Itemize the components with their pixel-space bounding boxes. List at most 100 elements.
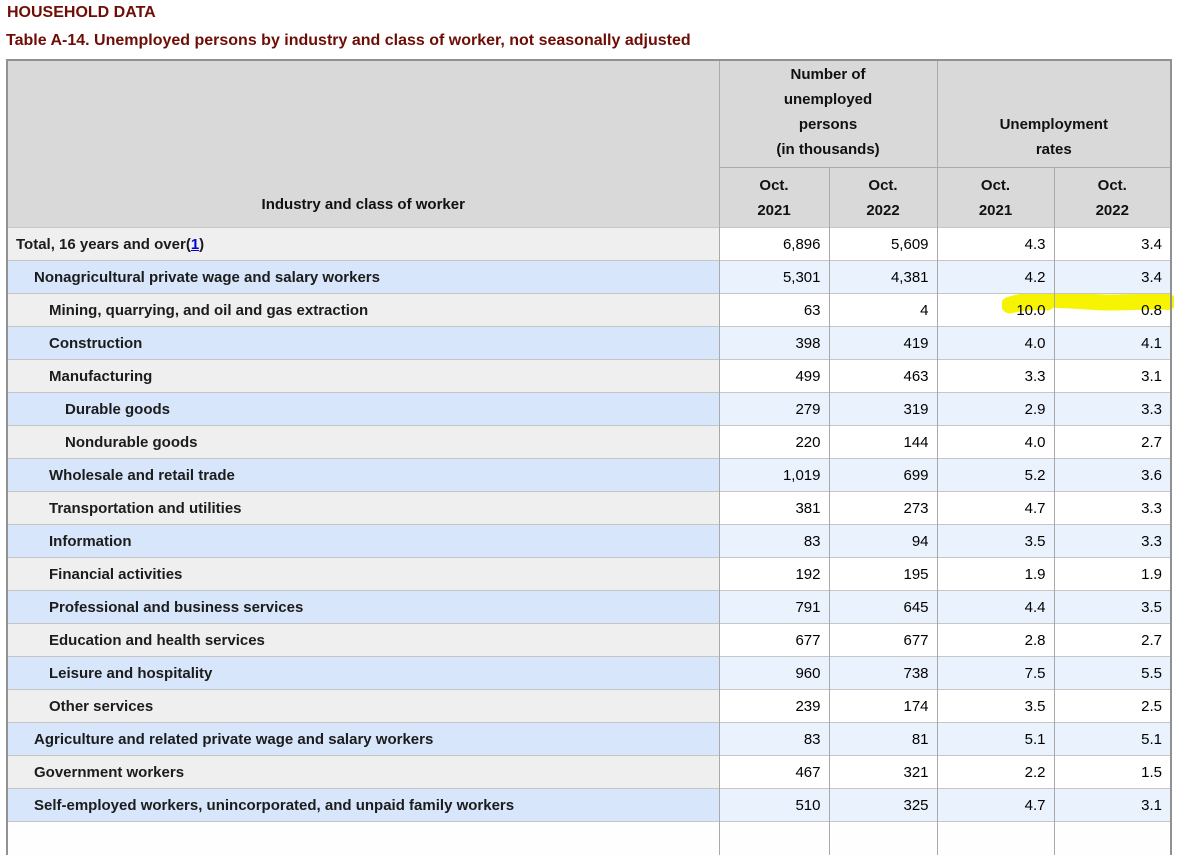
empty-cell bbox=[936, 821, 1055, 855]
row-label: Nondurable goods bbox=[6, 425, 719, 459]
table-row: Self-employed workers, unincorporated, a… bbox=[6, 788, 1172, 822]
value-cell: 738 bbox=[828, 656, 938, 690]
value-cell: 1.5 bbox=[1053, 755, 1172, 789]
value-cell: 192 bbox=[718, 557, 829, 591]
row-label: Other services bbox=[6, 689, 719, 723]
value-cell: 2.7 bbox=[1053, 425, 1172, 459]
value-cell: 2.5 bbox=[1053, 689, 1172, 723]
table-row: Nondurable goods 220 144 4.0 2.7 bbox=[6, 425, 1172, 459]
value-cell: 3.5 bbox=[1053, 590, 1172, 624]
table-row: Financial activities 192 195 1.9 1.9 bbox=[6, 557, 1172, 591]
empty-cell bbox=[1053, 821, 1172, 855]
value-cell: 5.5 bbox=[1053, 656, 1172, 690]
table-row: Education and health services 677 677 2.8 2.… bbox=[6, 623, 1172, 657]
row-label: Construction bbox=[6, 326, 719, 360]
value-cell: 239 bbox=[718, 689, 829, 723]
value-cell: 3.3 bbox=[936, 359, 1055, 393]
page-title: HOUSEHOLD DATA bbox=[7, 4, 156, 21]
value-cell: 3.4 bbox=[1053, 227, 1172, 261]
value-cell: 273 bbox=[828, 491, 938, 525]
row-label: Information bbox=[6, 524, 719, 558]
value-cell: 3.6 bbox=[1053, 458, 1172, 492]
column-group-number-unemployed: Number of unemployed persons (in thousan… bbox=[718, 59, 938, 168]
value-cell: 4.1 bbox=[1053, 326, 1172, 360]
row-label: Manufacturing bbox=[6, 359, 719, 393]
empty-cell bbox=[6, 821, 719, 855]
table-row: Total, 16 years and over(1) 6,896 5,609 4.3… bbox=[6, 227, 1172, 261]
value-cell: 4.0 bbox=[936, 326, 1055, 360]
value-cell: 63 bbox=[718, 293, 829, 327]
footnote-link[interactable]: 1 bbox=[190, 235, 200, 253]
column-header-industry: Industry and class of worker bbox=[6, 59, 719, 228]
value-cell: 2.2 bbox=[936, 755, 1055, 789]
value-cell: 677 bbox=[828, 623, 938, 657]
value-cell: 220 bbox=[718, 425, 829, 459]
value-cell: 83 bbox=[718, 524, 829, 558]
row-label: Transportation and utilities bbox=[6, 491, 719, 525]
value-cell: 10.0 bbox=[936, 293, 1055, 327]
column-header-oct-2021-rate: Oct. 2021 bbox=[936, 167, 1055, 228]
table-row: Other services 239 174 3.5 2.5 bbox=[6, 689, 1172, 723]
value-cell: 2.8 bbox=[936, 623, 1055, 657]
table-row: Transportation and utilities 381 273 4.7 3.3 bbox=[6, 491, 1172, 525]
table-row: Construction 398 419 4.0 4.1 bbox=[6, 326, 1172, 360]
row-label: Professional and business services bbox=[6, 590, 719, 624]
value-cell: 2.7 bbox=[1053, 623, 1172, 657]
value-cell: 3.3 bbox=[1053, 392, 1172, 426]
column-group-unemployment-rates: Unemployment rates bbox=[936, 59, 1172, 168]
value-cell: 4.7 bbox=[936, 788, 1055, 822]
value-cell: 3.1 bbox=[1053, 788, 1172, 822]
column-header-oct-2021-number: Oct. 2021 bbox=[718, 167, 829, 228]
table-row: Mining, quarrying, and oil and gas extra… bbox=[6, 293, 1172, 327]
value-cell: 325 bbox=[828, 788, 938, 822]
empty-cell bbox=[718, 821, 829, 855]
value-cell: 499 bbox=[718, 359, 829, 393]
value-cell: 0.8 bbox=[1053, 293, 1172, 327]
row-label: Total, 16 years and over(1) bbox=[6, 227, 719, 261]
value-cell: 5,609 bbox=[828, 227, 938, 261]
value-cell: 174 bbox=[828, 689, 938, 723]
row-label: Durable goods bbox=[6, 392, 719, 426]
value-cell: 3.5 bbox=[936, 524, 1055, 558]
value-cell: 1.9 bbox=[936, 557, 1055, 591]
table-row-partial bbox=[6, 821, 1172, 855]
row-label: Financial activities bbox=[6, 557, 719, 591]
value-cell: 699 bbox=[828, 458, 938, 492]
value-cell: 467 bbox=[718, 755, 829, 789]
table-row: Wholesale and retail trade 1,019 699 5.2 3.6 bbox=[6, 458, 1172, 492]
table-row: Government workers 467 321 2.2 1.5 bbox=[6, 755, 1172, 789]
unemployment-table: Industry and class of worker Number of u… bbox=[6, 59, 1174, 855]
value-cell: 3.4 bbox=[1053, 260, 1172, 294]
value-cell: 381 bbox=[718, 491, 829, 525]
row-label: Self-employed workers, unincorporated, a… bbox=[6, 788, 719, 822]
value-cell: 463 bbox=[828, 359, 938, 393]
value-cell: 791 bbox=[718, 590, 829, 624]
empty-cell bbox=[828, 821, 938, 855]
value-cell: 4.4 bbox=[936, 590, 1055, 624]
row-label: Government workers bbox=[6, 755, 719, 789]
value-cell: 1.9 bbox=[1053, 557, 1172, 591]
row-label: Leisure and hospitality bbox=[6, 656, 719, 690]
value-cell: 510 bbox=[718, 788, 829, 822]
value-cell: 321 bbox=[828, 755, 938, 789]
value-cell: 3.3 bbox=[1053, 491, 1172, 525]
column-header-oct-2022-rate: Oct. 2022 bbox=[1053, 167, 1172, 228]
value-cell: 6,896 bbox=[718, 227, 829, 261]
value-cell: 279 bbox=[718, 392, 829, 426]
value-cell: 319 bbox=[828, 392, 938, 426]
table-row: Durable goods 279 319 2.9 3.3 bbox=[6, 392, 1172, 426]
value-cell: 5,301 bbox=[718, 260, 829, 294]
table-row: Professional and business services 791 645… bbox=[6, 590, 1172, 624]
value-cell: 195 bbox=[828, 557, 938, 591]
value-cell: 1,019 bbox=[718, 458, 829, 492]
value-cell: 677 bbox=[718, 623, 829, 657]
table-body: Total, 16 years and over(1) 6,896 5,609 4.3… bbox=[6, 227, 1172, 855]
value-cell: 81 bbox=[828, 722, 938, 756]
value-cell: 4,381 bbox=[828, 260, 938, 294]
value-cell: 144 bbox=[828, 425, 938, 459]
value-cell: 83 bbox=[718, 722, 829, 756]
table-title: Table A-14. Unemployed persons by indust… bbox=[6, 32, 691, 49]
data-table: Industry and class of worker Number of u… bbox=[6, 59, 1173, 855]
row-label: Nonagricultural private wage and salary … bbox=[6, 260, 719, 294]
value-cell: 5.2 bbox=[936, 458, 1055, 492]
